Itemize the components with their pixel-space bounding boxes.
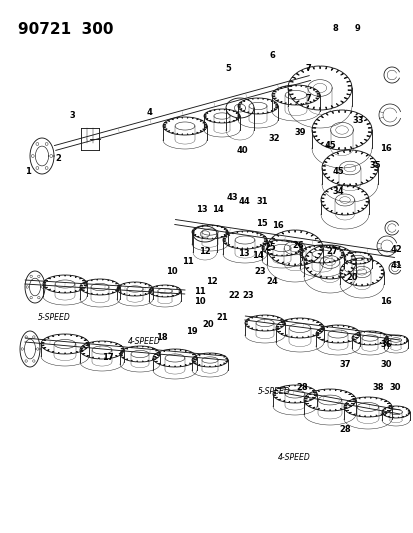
Text: 24: 24 bbox=[266, 278, 277, 287]
Text: 39: 39 bbox=[294, 127, 305, 136]
Text: 37: 37 bbox=[338, 360, 350, 369]
Text: 31: 31 bbox=[256, 198, 267, 206]
Text: 15: 15 bbox=[256, 220, 267, 229]
Text: 6: 6 bbox=[268, 51, 274, 60]
Text: 4-SPEED: 4-SPEED bbox=[277, 454, 310, 463]
Text: 17: 17 bbox=[102, 353, 114, 362]
Text: 8: 8 bbox=[331, 23, 337, 33]
Text: 7: 7 bbox=[304, 93, 310, 102]
Text: 40: 40 bbox=[236, 146, 247, 155]
Text: 12: 12 bbox=[206, 278, 217, 287]
Text: 41: 41 bbox=[389, 261, 401, 270]
Text: 27: 27 bbox=[325, 247, 337, 256]
Text: 43: 43 bbox=[225, 193, 237, 203]
Text: 7: 7 bbox=[304, 63, 310, 72]
Text: 11: 11 bbox=[182, 257, 193, 266]
Text: 23: 23 bbox=[242, 292, 253, 301]
Text: 20: 20 bbox=[202, 320, 213, 329]
Text: 16: 16 bbox=[379, 143, 391, 152]
Text: 4: 4 bbox=[147, 108, 152, 117]
Text: 20: 20 bbox=[345, 273, 357, 282]
Text: 1: 1 bbox=[25, 167, 31, 176]
Text: 36: 36 bbox=[379, 341, 391, 350]
Text: 22: 22 bbox=[228, 292, 239, 301]
Text: 5-SPEED: 5-SPEED bbox=[257, 387, 290, 397]
Text: 10: 10 bbox=[194, 297, 205, 306]
Text: 13: 13 bbox=[196, 206, 207, 214]
Text: 38: 38 bbox=[371, 384, 383, 392]
Text: 13: 13 bbox=[237, 249, 249, 259]
Text: 30: 30 bbox=[388, 384, 400, 392]
Text: 14: 14 bbox=[211, 206, 223, 214]
Text: 16: 16 bbox=[379, 297, 391, 306]
Text: 33: 33 bbox=[351, 116, 363, 125]
Text: 11: 11 bbox=[194, 287, 205, 296]
Text: 34: 34 bbox=[331, 188, 343, 197]
Text: 25: 25 bbox=[263, 244, 275, 253]
Text: 42: 42 bbox=[389, 246, 401, 254]
Text: 9: 9 bbox=[354, 23, 360, 33]
Text: 12: 12 bbox=[199, 247, 210, 256]
Text: 4-SPEED: 4-SPEED bbox=[128, 337, 160, 346]
Text: 35: 35 bbox=[368, 160, 380, 169]
Text: 5-SPEED: 5-SPEED bbox=[38, 313, 71, 322]
Text: 30: 30 bbox=[379, 360, 391, 369]
Text: 16: 16 bbox=[271, 222, 283, 230]
Text: 26: 26 bbox=[292, 241, 303, 251]
Text: 28: 28 bbox=[338, 425, 350, 434]
Text: 45: 45 bbox=[323, 141, 335, 149]
Text: 14: 14 bbox=[252, 252, 263, 261]
Text: 10: 10 bbox=[166, 268, 177, 277]
Text: 18: 18 bbox=[156, 334, 167, 343]
Text: 5: 5 bbox=[225, 63, 230, 72]
Text: 32: 32 bbox=[268, 133, 279, 142]
Text: 44: 44 bbox=[237, 198, 249, 206]
Text: 45: 45 bbox=[331, 167, 343, 176]
Text: 28: 28 bbox=[295, 384, 307, 392]
Text: 2: 2 bbox=[55, 154, 61, 163]
Text: 90721  300: 90721 300 bbox=[18, 22, 113, 37]
Text: 19: 19 bbox=[186, 327, 197, 336]
Text: 21: 21 bbox=[216, 313, 227, 322]
Text: 3: 3 bbox=[69, 110, 75, 119]
Text: 23: 23 bbox=[254, 268, 265, 277]
